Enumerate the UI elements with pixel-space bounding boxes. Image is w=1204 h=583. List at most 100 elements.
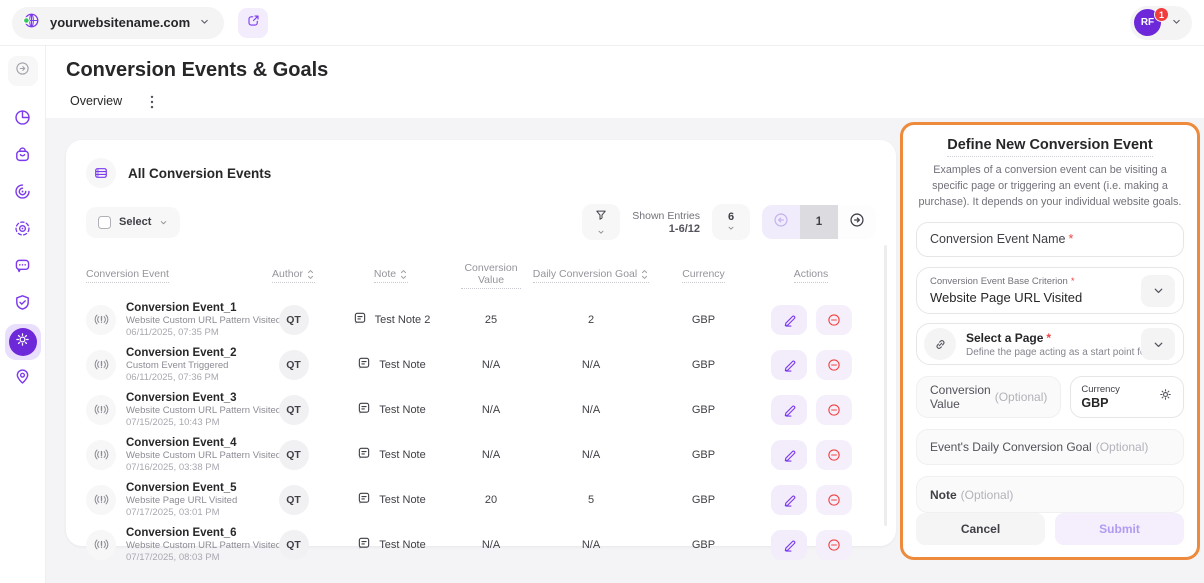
globe-icon (22, 11, 41, 35)
pencil-icon (784, 315, 795, 327)
sidebar-item-feedback[interactable] (5, 250, 41, 286)
open-website-button[interactable] (238, 7, 269, 38)
arrow-right-circle-icon (848, 211, 866, 234)
pencil-icon (784, 405, 795, 417)
main-area: Conversion Events & Goals Overview (46, 46, 1204, 583)
form-description: Examples of a conversion event can be vi… (918, 164, 1182, 209)
note-input[interactable]: Note (Optional) (916, 476, 1184, 514)
delete-button[interactable] (815, 394, 852, 425)
sort-icon (642, 269, 648, 279)
minus-circle-icon (827, 403, 840, 416)
delete-button[interactable] (815, 304, 852, 335)
edit-button[interactable] (770, 349, 807, 380)
conversion-event-name-input[interactable]: Conversion Event Name * (916, 221, 1184, 258)
current-page[interactable]: 1 (800, 205, 838, 239)
table-row: Conversion Event_2 Custom Event Triggered… (86, 342, 876, 387)
chevron-down-icon (1171, 14, 1182, 32)
chevron-down-icon[interactable] (1141, 328, 1175, 361)
prev-page-button[interactable] (762, 205, 800, 239)
minus-circle-icon (827, 448, 840, 461)
chat-icon (13, 256, 32, 280)
table-row: Conversion Event_5 Website Page URL Visit… (86, 477, 876, 522)
table-row: Conversion Event_3 Website Custom URL Pat… (86, 387, 876, 432)
currency-selector[interactable]: Currency GBP (1070, 375, 1184, 418)
currency-settings-gear-icon[interactable] (1158, 387, 1173, 407)
broadcast-icon (86, 394, 116, 425)
tab-overview[interactable]: Overview (66, 94, 127, 120)
delete-button[interactable] (815, 439, 852, 470)
sort-icon (307, 269, 314, 279)
sidebar (0, 46, 46, 583)
table-row: Conversion Event_1 Website Custom URL Pat… (86, 297, 876, 342)
notification-badge: 1 (1154, 7, 1169, 22)
sidebar-item-settings[interactable] (4, 324, 41, 360)
broadcast-icon (86, 529, 116, 560)
pencil-icon (784, 495, 795, 507)
column-actions: Actions (793, 268, 829, 283)
delete-button[interactable] (815, 349, 852, 380)
sidebar-item-sessions[interactable] (5, 176, 41, 212)
chevron-down-icon (199, 14, 210, 32)
sidebar-item-locations[interactable] (5, 361, 41, 397)
user-menu[interactable]: RF 1 (1130, 5, 1192, 40)
next-page-button[interactable] (838, 205, 876, 239)
note-icon (356, 400, 372, 419)
edit-button[interactable] (770, 439, 807, 470)
arrow-left-circle-icon (772, 211, 790, 234)
conversion-value-input[interactable]: Conversion Value (Optional) (916, 375, 1062, 418)
edit-button[interactable] (770, 529, 807, 560)
target-icon (13, 219, 32, 243)
top-bar: yourwebsitename.com RF 1 (0, 0, 1204, 46)
author-avatar: QT (278, 394, 309, 425)
settings-gear-icon (14, 331, 31, 353)
funnel-icon (594, 208, 608, 227)
select-page-dropdown[interactable]: Select a Page * Define the page acting as… (916, 323, 1184, 365)
pie-chart-icon (13, 108, 32, 132)
content-area: All Conversion Events Select (46, 118, 1204, 583)
author-avatar: QT (278, 529, 309, 560)
website-selector[interactable]: yourwebsitename.com (12, 6, 225, 39)
select-all-checkbox[interactable] (98, 215, 111, 229)
page-size-selector[interactable]: 6 (712, 204, 750, 240)
base-criterion-select[interactable]: Conversion Event Base Criterion * Website… (916, 267, 1184, 315)
column-author[interactable]: Author (272, 268, 315, 283)
sidebar-expand-button[interactable] (7, 56, 38, 86)
note-icon (352, 310, 368, 329)
table-icon (86, 158, 116, 188)
chevron-down-icon[interactable] (1141, 274, 1175, 307)
sidebar-item-orders[interactable] (5, 139, 41, 175)
shopping-bag-icon (13, 145, 32, 169)
arrow-right-circle-icon (14, 60, 31, 82)
column-conversion-event: Conversion Event (86, 268, 169, 283)
edit-button[interactable] (770, 484, 807, 515)
column-daily-goal[interactable]: Daily Conversion Goal (532, 268, 650, 283)
note-icon (356, 535, 372, 554)
table-row: Conversion Event_6 Website Custom URL Pat… (86, 522, 876, 567)
select-all-button[interactable]: Select (86, 206, 181, 238)
page-title: Conversion Events & Goals (66, 59, 329, 81)
column-note[interactable]: Note (373, 268, 409, 283)
note-icon (356, 490, 372, 509)
cancel-button[interactable]: Cancel (916, 513, 1045, 546)
column-conversion-value: Conversion Value (461, 262, 521, 289)
edit-button[interactable] (770, 394, 807, 425)
table-scrollbar[interactable] (884, 245, 887, 526)
delete-button[interactable] (815, 484, 852, 515)
author-avatar: QT (278, 439, 309, 470)
edit-button[interactable] (770, 304, 807, 335)
location-pin-icon (13, 367, 32, 391)
author-avatar: QT (278, 484, 309, 515)
external-link-icon (246, 13, 261, 33)
submit-button[interactable]: Submit (1055, 513, 1184, 546)
filter-button[interactable] (582, 204, 621, 240)
minus-circle-icon (827, 313, 840, 326)
sidebar-item-analytics[interactable] (5, 102, 41, 138)
define-conversion-event-panel: Define New Conversion Event Examples of … (900, 122, 1200, 560)
delete-button[interactable] (815, 529, 852, 560)
daily-goal-input[interactable]: Event's Daily Conversion Goal (Optional) (916, 428, 1184, 466)
sidebar-item-privacy[interactable] (5, 287, 41, 323)
tab-options-button[interactable] (144, 94, 160, 124)
sidebar-item-tracking[interactable] (5, 213, 41, 249)
minus-circle-icon (827, 358, 840, 371)
table-header: Conversion Event Author Note Conversion … (86, 258, 876, 289)
